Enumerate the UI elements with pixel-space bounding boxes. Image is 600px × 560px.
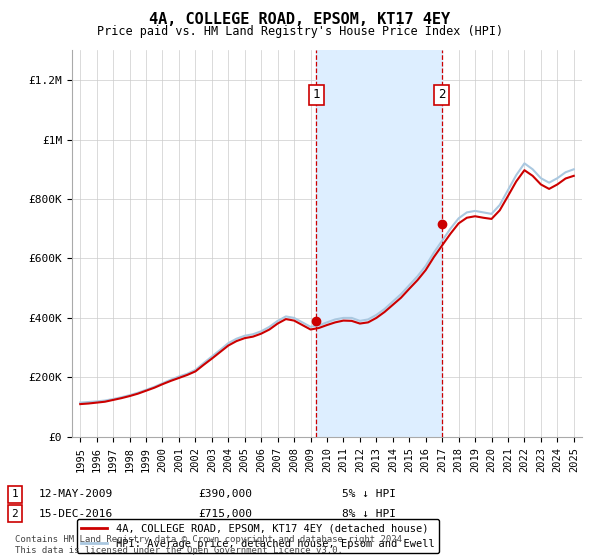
Text: 2: 2 xyxy=(11,508,19,519)
Text: £390,000: £390,000 xyxy=(198,489,252,500)
Bar xyxy=(316,50,442,437)
Text: 8% ↓ HPI: 8% ↓ HPI xyxy=(342,508,396,519)
Text: 15-DEC-2016: 15-DEC-2016 xyxy=(39,508,113,519)
Legend: 4A, COLLEGE ROAD, EPSOM, KT17 4EY (detached house), HPI: Average price, detached: 4A, COLLEGE ROAD, EPSOM, KT17 4EY (detac… xyxy=(77,519,439,553)
Text: 12-MAY-2009: 12-MAY-2009 xyxy=(39,489,113,500)
Text: 1: 1 xyxy=(11,489,19,500)
Text: 2: 2 xyxy=(438,88,445,101)
Text: Contains HM Land Registry data © Crown copyright and database right 2024.
This d: Contains HM Land Registry data © Crown c… xyxy=(15,535,407,554)
Text: 5% ↓ HPI: 5% ↓ HPI xyxy=(342,489,396,500)
Text: Price paid vs. HM Land Registry's House Price Index (HPI): Price paid vs. HM Land Registry's House … xyxy=(97,25,503,38)
Text: 1: 1 xyxy=(313,88,320,101)
Text: £715,000: £715,000 xyxy=(198,508,252,519)
Text: 4A, COLLEGE ROAD, EPSOM, KT17 4EY: 4A, COLLEGE ROAD, EPSOM, KT17 4EY xyxy=(149,12,451,27)
